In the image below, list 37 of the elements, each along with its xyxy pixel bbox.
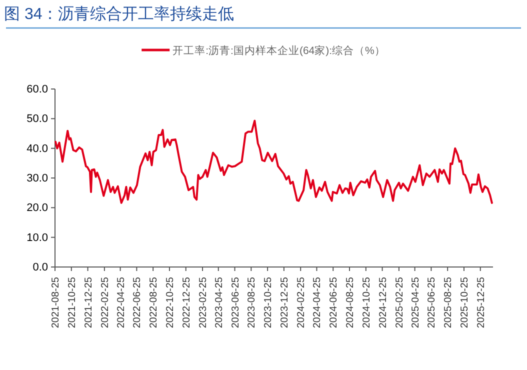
x-tick-label: 2021-10-25 bbox=[66, 276, 78, 328]
legend-label: 开工率:沥青:国内样本企业(64家):综合（%） bbox=[172, 44, 386, 57]
x-tick-label: 2024-04-25 bbox=[312, 276, 324, 328]
x-tick-label: 2024-10-25 bbox=[361, 276, 372, 328]
y-tick-label: 10.0 bbox=[26, 232, 48, 244]
x-tick-label: 2023-06-25 bbox=[230, 276, 242, 328]
x-tick-label: 2022-10-25 bbox=[164, 276, 176, 328]
x-tick-label: 2023-08-25 bbox=[246, 276, 258, 328]
x-tick-label: 2025-12-25 bbox=[476, 276, 487, 328]
x-tick-label: 2021-08-25 bbox=[50, 276, 62, 328]
x-tick-label: 2024-06-25 bbox=[328, 276, 340, 328]
x-tick-label: 2025-04-25 bbox=[410, 276, 422, 328]
x-tick-label: 2024-12-25 bbox=[378, 276, 389, 328]
y-tick-label: 50.0 bbox=[26, 113, 48, 126]
x-tick-label: 2023-12-25 bbox=[279, 276, 290, 328]
y-tick-label: 30.0 bbox=[26, 172, 48, 185]
x-tick-label: 2021-12-25 bbox=[83, 276, 94, 328]
x-tick-label: 2022-12-25 bbox=[181, 276, 192, 328]
y-tick-label: 40.0 bbox=[26, 142, 48, 155]
x-tick-label: 2022-02-25 bbox=[100, 276, 111, 328]
y-tick-label: 60.0 bbox=[26, 84, 48, 96]
x-tick-label: 2022-06-25 bbox=[132, 276, 144, 328]
x-tick-label: 2024-02-25 bbox=[296, 276, 308, 328]
x-tick-label: 2023-10-25 bbox=[263, 276, 274, 328]
line-series bbox=[54, 120, 493, 204]
chart-title: 图 34：沥青综合开工率持续走低 bbox=[4, 5, 234, 23]
x-tick-label: 2025-02-25 bbox=[394, 276, 406, 328]
x-tick-label: 2024-08-25 bbox=[345, 276, 356, 328]
x-tick-label: 2022-04-25 bbox=[116, 276, 127, 328]
x-tick-label: 2025-06-25 bbox=[426, 276, 438, 328]
x-tick-label: 2025-10-25 bbox=[459, 276, 470, 328]
x-tick-label: 2025-08-25 bbox=[443, 276, 454, 328]
x-tick-label: 2023-02-25 bbox=[198, 276, 210, 328]
x-tick-label: 2022-08-25 bbox=[148, 276, 160, 328]
y-tick-label: 20.0 bbox=[26, 202, 48, 214]
x-tick-label: 2023-04-25 bbox=[214, 276, 225, 328]
y-tick-label: 0.0 bbox=[32, 262, 48, 274]
